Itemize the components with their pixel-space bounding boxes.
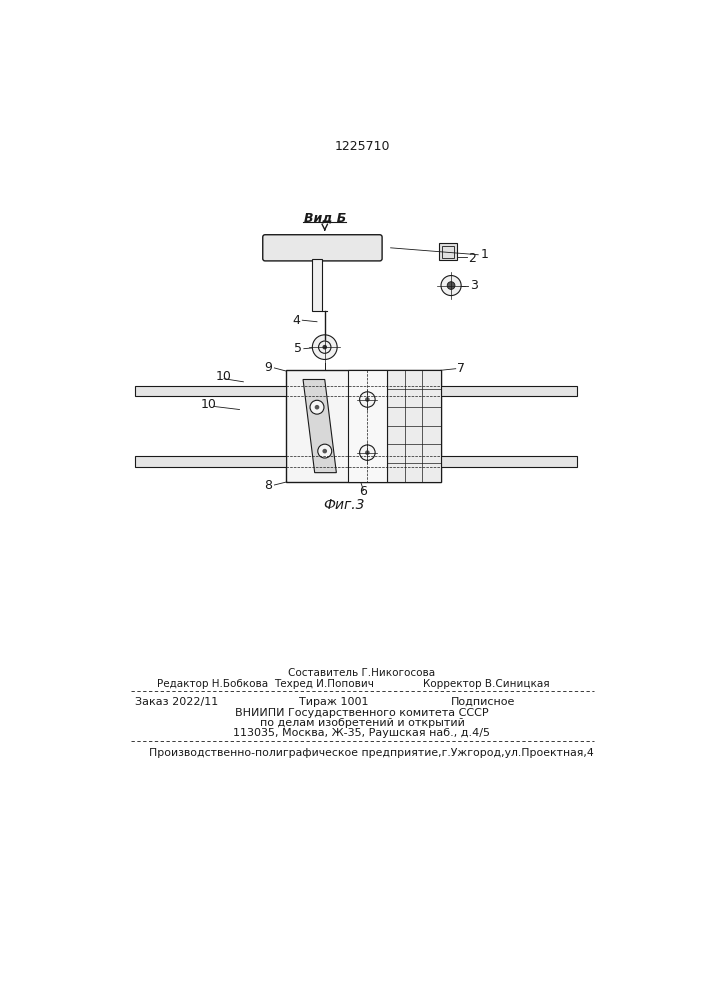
Bar [348,370,387,482]
Bar [440,243,457,260]
Text: Фиг.3: Фиг.3 [323,498,365,512]
Bar [135,386,286,396]
Bar [441,456,577,466]
Text: 4: 4 [293,314,300,327]
Polygon shape [303,379,337,473]
Text: 6: 6 [360,485,368,498]
Text: Вид Б: Вид Б [303,212,346,225]
Text: 2: 2 [468,252,476,265]
Circle shape [441,276,461,296]
Text: по делам изобретений и открытий: по делам изобретений и открытий [259,718,464,728]
Text: Техред И.Попович: Техред И.Попович [274,679,374,689]
Text: 8: 8 [264,479,272,492]
FancyBboxPatch shape [263,235,382,261]
Circle shape [360,392,375,407]
Bar [135,456,286,466]
Circle shape [322,449,327,453]
Circle shape [310,400,324,414]
Circle shape [448,282,455,289]
Circle shape [317,444,332,458]
Text: 113035, Москва, Ж-35, Раушская наб., д.4/5: 113035, Москва, Ж-35, Раушская наб., д.4… [233,728,491,738]
Circle shape [315,405,320,410]
Text: Составитель Г.Никогосова: Составитель Г.Никогосова [288,668,436,678]
Text: 3: 3 [469,279,477,292]
Text: Производственно-полиграфическое предприятие,г.Ужгород,ул.Проектная,4: Производственно-полиграфическое предприя… [149,748,594,758]
Text: Заказ 2022/11: Заказ 2022/11 [135,697,218,707]
Text: 10: 10 [216,370,232,383]
Circle shape [312,335,337,359]
Text: Подписное: Подписное [451,697,515,707]
Text: ВНИИПИ Государственного комитета СССР: ВНИИПИ Государственного комитета СССР [235,708,489,718]
Circle shape [365,450,370,455]
Text: 9: 9 [264,361,272,374]
Text: 1225710: 1225710 [334,140,390,153]
Circle shape [360,445,375,460]
Text: Редактор Н.Бобкова: Редактор Н.Бобкова [156,679,268,689]
Text: 1: 1 [481,248,489,261]
Circle shape [365,397,370,402]
Text: Корректор В.Синицкая: Корректор В.Синицкая [423,679,550,689]
Text: 7: 7 [457,362,465,375]
Text: 10: 10 [201,398,216,411]
Circle shape [322,345,327,349]
Bar [387,370,441,482]
Bar [442,246,454,258]
Bar [286,370,441,482]
Bar [312,259,322,311]
Text: Тираж 1001: Тираж 1001 [299,697,368,707]
Bar [441,386,577,396]
Text: 5: 5 [294,342,303,355]
